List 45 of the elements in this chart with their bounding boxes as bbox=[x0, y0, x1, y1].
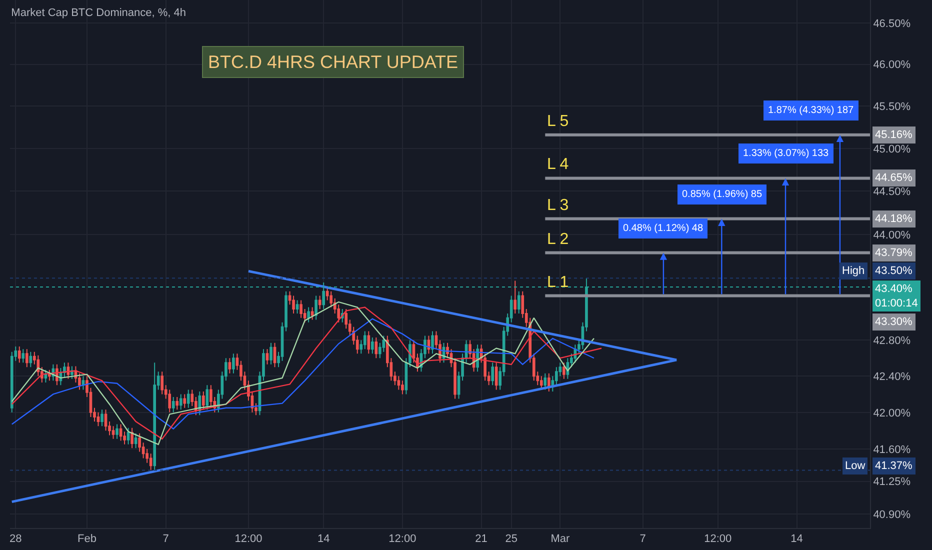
x-tick-label: Mar bbox=[550, 533, 570, 546]
y-tick-label: 41.25% bbox=[873, 476, 911, 488]
y-tick-label: 44.00% bbox=[873, 229, 911, 242]
annotation: L 5 bbox=[547, 113, 569, 130]
x-tick-label: 12:00 bbox=[234, 533, 262, 546]
ref-line-label: 43.30% bbox=[875, 316, 913, 328]
annotation: L 2 bbox=[547, 231, 569, 248]
annotation: Low bbox=[845, 460, 866, 472]
x-tick-label: 7 bbox=[162, 533, 169, 546]
x-tick-label: 7 bbox=[640, 533, 646, 546]
y-tick-label: 44.50% bbox=[873, 186, 911, 198]
annotation: 1.33% (3.07%) 133 bbox=[743, 148, 830, 159]
ref-line-label: 44.18% bbox=[875, 213, 913, 225]
text: Market Cap BTC Dominance, %, 4h bbox=[11, 6, 186, 19]
ref-line-label: 41.37% bbox=[875, 460, 913, 472]
annotation: L 4 bbox=[547, 156, 569, 173]
y-tick-label: 46.50% bbox=[873, 18, 911, 30]
annotation: 0.85% (1.96%) 85 bbox=[682, 189, 762, 200]
ref-line-label: 44.65% bbox=[875, 172, 913, 184]
y-tick-label: 41.60% bbox=[873, 444, 911, 456]
annotation: L 3 bbox=[547, 197, 569, 214]
y-tick-label: 42.40% bbox=[873, 370, 911, 383]
annotation: L 1 bbox=[547, 274, 569, 291]
annotation: 1.87% (4.33%) 187 bbox=[768, 105, 854, 116]
y-tick-label: 42.80% bbox=[873, 335, 911, 348]
y-tick-label: 46.00% bbox=[873, 59, 911, 72]
x-tick-label: 12:00 bbox=[704, 533, 732, 546]
x-tick-label: 12:00 bbox=[388, 533, 416, 546]
x-tick-label: Feb bbox=[78, 533, 96, 546]
x-tick-label: 28 bbox=[10, 533, 22, 546]
x-tick-label: 14 bbox=[790, 533, 803, 546]
y-tick-label: 40.90% bbox=[873, 508, 911, 521]
x-tick-label: 25 bbox=[505, 533, 518, 546]
text: BTC.D 4HRS CHART UPDATE bbox=[208, 52, 458, 72]
ref-line-label: 43.79% bbox=[875, 247, 913, 259]
x-tick-label: 21 bbox=[475, 533, 488, 546]
ref-line-label: 43.40% 01:00:14 bbox=[875, 283, 918, 310]
y-tick-label: 45.00% bbox=[873, 143, 911, 156]
annotation: High bbox=[842, 265, 865, 277]
y-tick-label: 42.00% bbox=[873, 407, 911, 420]
y-tick-label: 45.50% bbox=[873, 101, 911, 113]
ref-line-label: 45.16% bbox=[875, 129, 913, 141]
x-tick-label: 14 bbox=[317, 533, 330, 546]
ref-line-label: 43.50% bbox=[875, 265, 913, 277]
annotation: 0.48% (1.12%) 48 bbox=[623, 223, 704, 234]
